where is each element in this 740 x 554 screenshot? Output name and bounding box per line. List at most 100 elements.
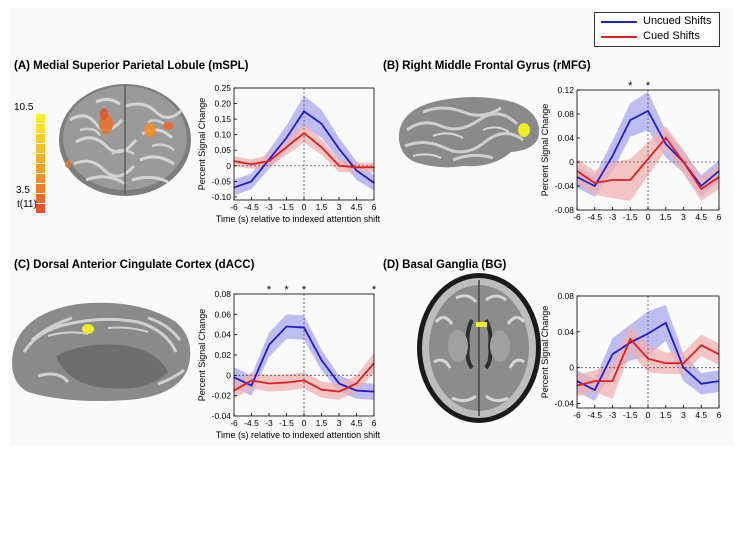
legend-item-uncued: Uncued Shifts — [601, 15, 717, 29]
panel-b-title: (B) Right Middle Frontal Gyrus (rMFG) — [383, 60, 591, 72]
x-tick-label: 0 — [646, 212, 651, 222]
x-tick-label: -1.5 — [623, 410, 638, 420]
x-tick-label: 6 — [372, 418, 377, 428]
colorbar-max-label: 10.5 — [14, 102, 34, 113]
x-tick-label: 3 — [681, 212, 686, 222]
y-tick-label: 0.08 — [557, 291, 574, 301]
x-tick-label: 3 — [681, 410, 686, 420]
y-tick-label: 0.25 — [214, 83, 231, 93]
colorbar-cell — [36, 134, 45, 143]
colorbar-cell — [36, 174, 45, 183]
legend-swatch-cued — [601, 36, 637, 38]
series-line-uncued — [233, 110, 375, 189]
y-tick-label: 0.04 — [214, 330, 231, 340]
x-tick-label: 4.5 — [351, 418, 363, 428]
x-tick-label: -4.5 — [587, 212, 602, 222]
y-tick-label: 0.04 — [557, 133, 574, 143]
x-tick-label: 6 — [372, 202, 377, 212]
x-tick-label: 0 — [302, 202, 307, 212]
x-tick-label: -4.5 — [244, 418, 259, 428]
significance-star: * — [646, 80, 651, 92]
y-axis-label: Percent Signal Change — [197, 309, 207, 402]
brain-image-dacc — [12, 302, 191, 401]
y-axis-label: Percent Signal Change — [197, 98, 207, 191]
x-tick-label: -6 — [230, 202, 238, 212]
chart-rmfg: -0.08 -0.04 0 0.04 0.08 0.12 -6 -4.5 -3 -1.5 0 1.5 3… — [540, 80, 722, 222]
series-line-cued — [233, 131, 374, 169]
series-line-cued — [576, 337, 720, 387]
y-tick-label: 0.15 — [214, 114, 231, 124]
y-tick-label: 0 — [226, 161, 231, 171]
y-tick-label: 0.02 — [214, 350, 231, 360]
x-tick-label: -4.5 — [587, 410, 602, 420]
brain-image-rmfg — [398, 97, 540, 168]
y-tick-label: 0.12 — [557, 85, 574, 95]
x-tick-label: -6 — [573, 410, 581, 420]
x-tick-label: -4.5 — [244, 202, 259, 212]
y-tick-label: -0.08 — [555, 205, 575, 215]
x-tick-label: 0 — [646, 410, 651, 420]
chart-bg: -0.04 0 0.04 0.08 -6 -4.5 -3 -1.5 0 1.5 3 4.5 6 Perce… — [540, 291, 722, 420]
colorbar-cell — [36, 144, 45, 153]
significance-star: * — [302, 284, 307, 296]
panel-c-title: (C) Dorsal Anterior Cingulate Cortex (dA… — [14, 259, 255, 271]
colorbar-cell — [36, 114, 45, 123]
y-tick-label: 0.08 — [214, 289, 231, 299]
x-tick-label: -1.5 — [623, 212, 638, 222]
y-tick-label: 0 — [569, 157, 574, 167]
y-tick-label: 0 — [569, 363, 574, 373]
x-axis-label: Time (s) relative to indexed attention s… — [216, 430, 381, 440]
x-tick-label: -3 — [609, 410, 617, 420]
band-uncued — [234, 95, 374, 196]
y-axis-label: Percent Signal Change — [540, 306, 550, 399]
panel-d-title: (D) Basal Ganglia (BG) — [383, 259, 507, 271]
legend-item-cued: Cued Shifts — [601, 30, 717, 44]
x-tick-label: 1.5 — [316, 418, 328, 428]
significance-star: * — [372, 284, 377, 296]
colorbar-cell — [36, 194, 45, 203]
y-tick-label: 0.10 — [214, 130, 231, 140]
significance-star: * — [284, 284, 289, 296]
band-cued — [234, 352, 374, 400]
x-tick-label: -6 — [573, 212, 581, 222]
brain-image-bg — [417, 273, 541, 423]
y-tick-label: -0.04 — [555, 399, 575, 409]
x-tick-label: -3 — [609, 212, 617, 222]
colorbar — [36, 114, 45, 214]
x-tick-label: 4.5 — [695, 410, 707, 420]
panel-a-title: (A) Medial Superior Parietal Lobule (mSP… — [14, 60, 249, 72]
x-tick-label: 1.5 — [660, 410, 672, 420]
series-line-uncued — [576, 109, 720, 188]
x-tick-label: 6 — [717, 410, 722, 420]
x-tick-label: 4.5 — [351, 202, 363, 212]
x-tick-label: 1.5 — [316, 202, 328, 212]
y-tick-label: 0.08 — [557, 109, 574, 119]
legend-label-uncued: Uncued Shifts — [643, 15, 712, 27]
x-tick-label: 3 — [337, 202, 342, 212]
legend: Uncued Shifts Cued Shifts — [594, 12, 720, 47]
brain-image-mspl — [59, 84, 191, 196]
y-axis-label: Percent Signal Change — [540, 104, 550, 197]
y-tick-label: -0.10 — [212, 192, 232, 202]
colorbar-cell — [36, 204, 45, 213]
x-tick-label: -3 — [265, 418, 273, 428]
y-tick-label: 0.04 — [557, 327, 574, 337]
y-tick-label: -0.04 — [212, 411, 232, 421]
colorbar-cell — [36, 184, 45, 193]
y-tick-label: 0.20 — [214, 99, 231, 109]
y-tick-label: -0.02 — [212, 391, 232, 401]
legend-label-cued: Cued Shifts — [643, 30, 700, 42]
x-tick-label: -6 — [230, 418, 238, 428]
y-tick-label: 0.06 — [214, 309, 231, 319]
significance-star: * — [628, 80, 633, 92]
y-tick-label: -0.04 — [555, 181, 575, 191]
legend-swatch-uncued — [601, 21, 637, 23]
x-tick-label: -1.5 — [279, 418, 294, 428]
y-tick-label: 0 — [226, 370, 231, 380]
colorbar-stat-label: t(11) — [17, 199, 37, 210]
chart-mspl: -0.10 -0.05 0 0.05 0.10 0.15 0.20 0.25 -6 -4.5 -3-… — [197, 83, 381, 224]
colorbar-cell — [36, 124, 45, 133]
series-line-uncued — [233, 325, 375, 393]
x-tick-label: 6 — [717, 212, 722, 222]
band-uncued — [234, 314, 374, 400]
